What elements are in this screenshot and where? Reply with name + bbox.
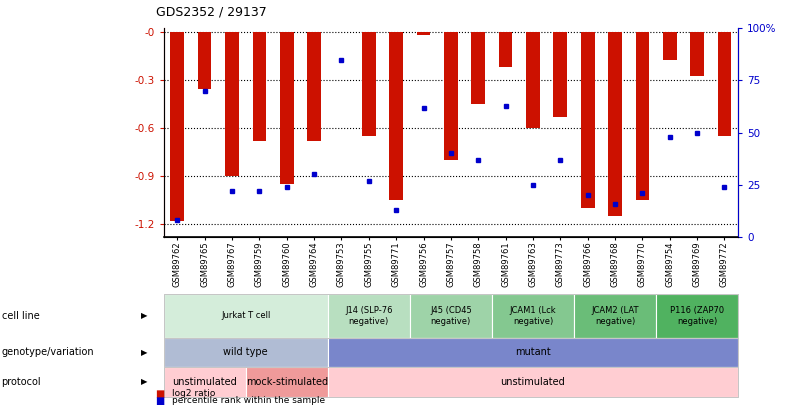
Text: Jurkat T cell: Jurkat T cell [221, 311, 271, 320]
Bar [581, 32, 595, 208]
Bar [444, 32, 458, 160]
Bar [307, 32, 321, 141]
Text: ▶: ▶ [141, 348, 148, 357]
Text: mock-stimulated: mock-stimulated [246, 377, 328, 387]
Bar [608, 32, 622, 216]
Bar [171, 32, 184, 221]
Bar [499, 32, 512, 67]
Text: JCAM2 (LAT
negative): JCAM2 (LAT negative) [591, 306, 638, 326]
Bar [663, 32, 677, 60]
Text: unstimulated: unstimulated [172, 377, 237, 387]
Bar [362, 32, 376, 136]
Text: cell line: cell line [2, 311, 39, 321]
Bar [417, 32, 430, 35]
Text: unstimulated: unstimulated [500, 377, 565, 387]
Text: JCAM1 (Lck
negative): JCAM1 (Lck negative) [510, 306, 556, 326]
Bar [225, 32, 239, 176]
Text: mutant: mutant [515, 347, 551, 357]
Bar [198, 32, 211, 90]
Text: genotype/variation: genotype/variation [2, 347, 94, 357]
Text: ■: ■ [156, 396, 165, 405]
Text: P116 (ZAP70
negative): P116 (ZAP70 negative) [670, 306, 724, 326]
Text: ▶: ▶ [141, 377, 148, 386]
Bar [472, 32, 485, 104]
Text: log2 ratio: log2 ratio [172, 389, 215, 398]
Text: protocol: protocol [2, 377, 41, 387]
Text: J14 (SLP-76
negative): J14 (SLP-76 negative) [345, 306, 393, 326]
Text: ▶: ▶ [141, 311, 148, 320]
Text: J45 (CD45
negative): J45 (CD45 negative) [430, 306, 472, 326]
Bar [389, 32, 403, 200]
Text: percentile rank within the sample: percentile rank within the sample [172, 396, 325, 405]
Bar [252, 32, 267, 141]
Bar [690, 32, 704, 77]
Bar [554, 32, 567, 117]
Bar [635, 32, 650, 200]
Text: GDS2352 / 29137: GDS2352 / 29137 [156, 5, 267, 18]
Text: wild type: wild type [223, 347, 268, 357]
Bar [717, 32, 731, 136]
Text: ■: ■ [156, 389, 165, 399]
Bar [526, 32, 539, 128]
Bar [280, 32, 294, 184]
